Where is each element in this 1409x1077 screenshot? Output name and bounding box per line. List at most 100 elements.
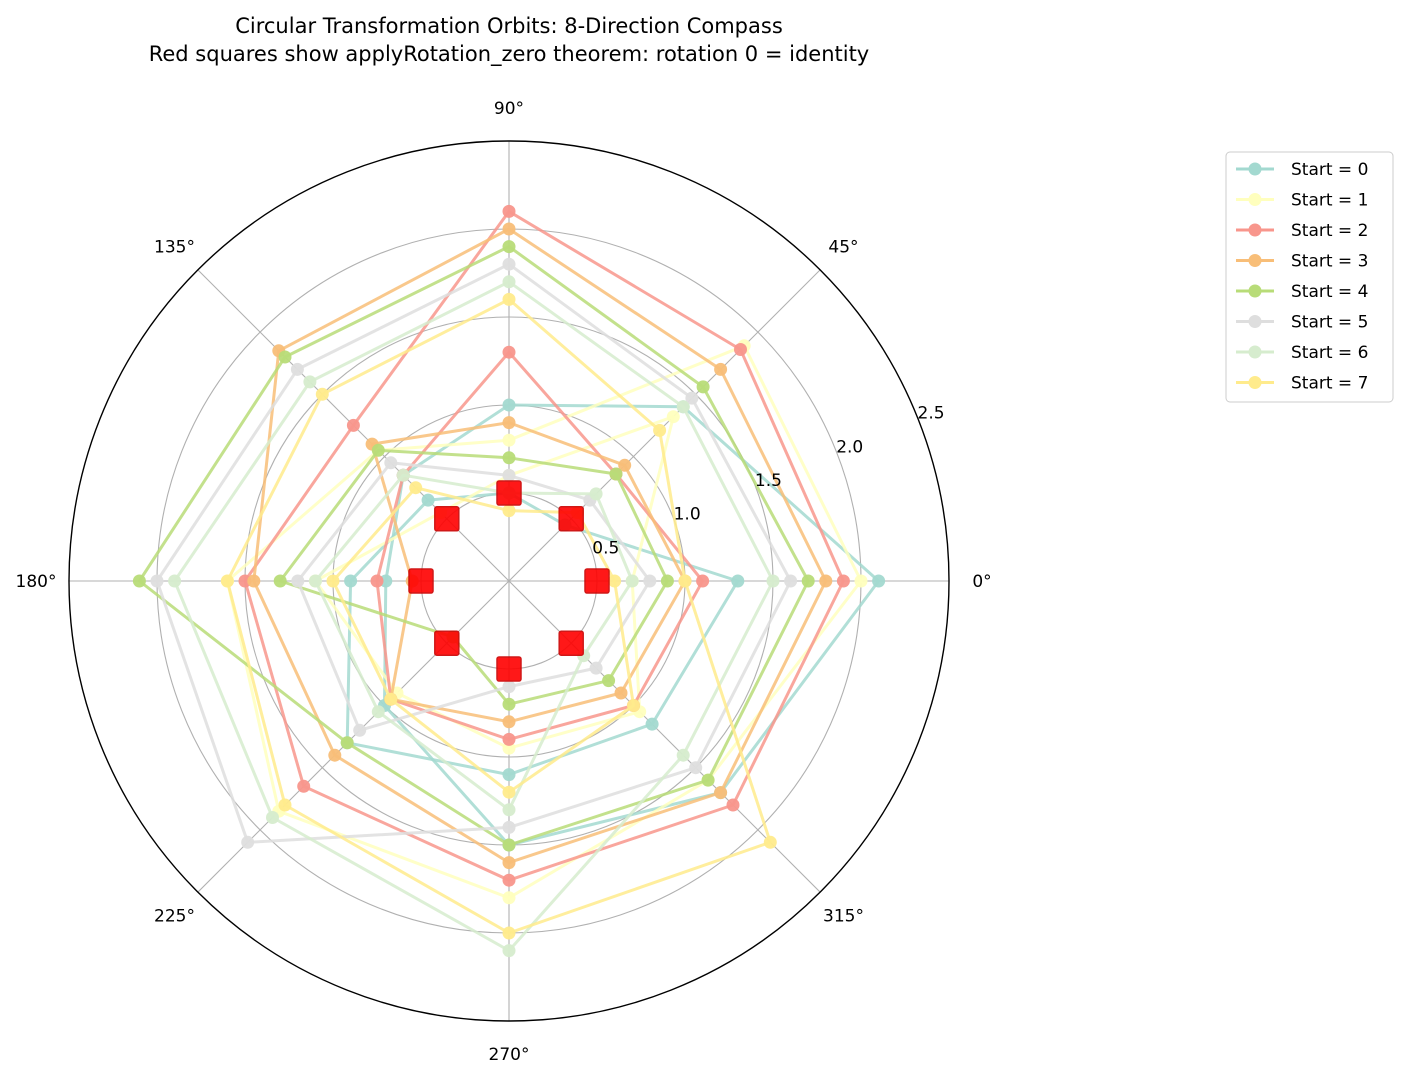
polar-grid (68, 140, 950, 1022)
orbit-point-7-0-3 (315, 387, 329, 401)
orbit-point-3-1-1 (618, 458, 632, 472)
orbit-point-4-0-0 (801, 574, 815, 588)
orbit-point-2-0-3 (346, 418, 360, 432)
orbit-point-6-0-4 (168, 574, 182, 588)
orbit-point-4-1-0 (660, 574, 674, 588)
identity-marker-4 (408, 568, 434, 594)
legend-label-7: Start = 7 (1291, 374, 1368, 394)
orbit-point-6-1-4 (308, 574, 322, 588)
orbit-point-3-0-0 (819, 574, 833, 588)
legend-swatch-marker-3 (1248, 254, 1262, 267)
legend: Start = 0 Start = 1 Start = 2 Start = 3 Star… (1225, 151, 1394, 403)
orbit-point-4-0-5 (340, 736, 354, 750)
orbit-point-2-1-0 (696, 574, 710, 588)
legend-label-3: Start = 3 (1291, 252, 1368, 272)
angle-tick-label-6: 270° (489, 1045, 530, 1065)
orbit-point-6-0-1 (676, 400, 690, 414)
angle-tick-label-0: 0° (972, 572, 991, 592)
orbit-point-4-1-2 (502, 451, 516, 465)
orbit-point-5-1-2 (502, 468, 516, 482)
orbit-point-6-0-0 (766, 574, 780, 588)
orbit-point-7-0-0 (678, 574, 692, 588)
radial-tick-label-1: 1.0 (674, 505, 701, 525)
orbit-point-1-0-0 (854, 574, 868, 588)
identity-marker-7 (558, 630, 584, 656)
orbit-point-3-0-7 (714, 786, 728, 800)
identity-marker-6 (496, 656, 522, 682)
orbit-point-7-1-7 (627, 699, 640, 712)
orbit-point-7-1-6 (502, 785, 516, 799)
orbit-point-2-1-4 (370, 574, 384, 588)
orbit-point-4-1-6 (502, 697, 516, 711)
orbit-point-7-1-0 (608, 574, 622, 588)
orbit-point-2-0-5 (297, 779, 311, 793)
orbit-point-5-0-4 (150, 574, 164, 588)
orbit-point-6-0-7 (676, 748, 690, 762)
orbit-point-6-0-6 (502, 944, 516, 958)
orbit-point-0-1-0 (731, 574, 745, 588)
orbit-point-0-1-4 (344, 574, 358, 588)
orbit-point-7-0-1 (653, 423, 667, 437)
orbit-point-3-1-2 (502, 416, 516, 430)
orbit-point-5-1-3 (384, 456, 398, 470)
legend-swatch-marker-4 (1248, 284, 1262, 298)
orbit-point-6-0-5 (266, 811, 279, 824)
identity-marker-3 (434, 506, 460, 532)
orbit-point-5-1-0 (643, 574, 657, 588)
orbit-point-5-1-5 (353, 723, 367, 737)
orbit-point-1-0-2 (502, 433, 516, 447)
orbit-point-2-1-2 (502, 345, 516, 359)
orbit-point-5-0-3 (290, 362, 304, 376)
orbit-point-6-1-3 (396, 468, 410, 482)
series-start-7 (220, 292, 777, 940)
angle-tick-label-4: 180° (16, 572, 57, 592)
angle-tick-label-2: 90° (494, 99, 524, 119)
orbit-point-5-0-7 (689, 761, 703, 775)
orbit-point-2-0-0 (836, 574, 850, 588)
legend-label-4: Start = 4 (1291, 282, 1368, 302)
orbit-point-7-0-6 (502, 926, 516, 940)
legend-label-0: Start = 0 (1291, 160, 1368, 180)
orbit-point-4-0-7 (701, 773, 715, 787)
orbit-point-7-0-5 (278, 798, 292, 812)
chart-title-line-2: Red squares show applyRotation_zero theo… (149, 42, 870, 67)
orbit-point-2-1-6 (502, 732, 516, 746)
orbit-point-5-0-1 (685, 391, 699, 405)
legend-label-5: Start = 5 (1291, 313, 1368, 333)
legend-frame (1225, 151, 1394, 403)
angle-tick-label-1: 45° (828, 238, 858, 258)
orbit-point-4-0-3 (278, 350, 292, 364)
orbit-point-0-1-7 (645, 717, 659, 731)
orbit-point-0-1-6 (502, 768, 516, 782)
legend-swatch-marker-7 (1248, 376, 1262, 389)
orbit-point-4-0-2 (502, 240, 516, 254)
orbit-point-7-1-3 (409, 481, 423, 495)
orbit-point-5-1-7 (589, 661, 603, 675)
orbit-point-5-0-0 (784, 574, 798, 588)
identity-markers (408, 480, 610, 682)
series-start-6 (168, 275, 780, 958)
chart-title-line-1: Circular Transformation Orbits: 8-Direct… (235, 14, 783, 38)
orbit-point-6-1-0 (625, 574, 639, 588)
tick-labels: 0° 45° 90° 135° 180° 225° 270° 315° 0.5 1.0 1.5 2.0… (16, 99, 992, 1065)
series-start-2 (238, 204, 850, 887)
orbit-point-3-0-6 (502, 856, 516, 870)
identity-marker-5 (434, 630, 460, 656)
orbit-point-7-1-4 (326, 574, 340, 588)
orbit-point-2-0-1 (734, 343, 747, 356)
identity-marker-1 (558, 506, 584, 532)
orbit-point-4-1-1 (609, 467, 623, 481)
legend-swatch-marker-5 (1248, 315, 1262, 328)
orbit-point-7-1-5 (384, 692, 398, 706)
orbit-point-2-0-2 (502, 204, 516, 218)
orbit-point-6-1-5 (371, 705, 385, 719)
legend-label-2: Start = 2 (1291, 221, 1368, 241)
legend-swatch-marker-1 (1248, 193, 1262, 206)
orbit-point-6-0-2 (502, 275, 516, 289)
legend-swatch-marker-6 (1248, 345, 1262, 359)
orbit-point-6-1-6 (502, 803, 516, 817)
orbit-point-3-0-2 (502, 222, 516, 236)
identity-marker-2 (496, 480, 522, 506)
orbit-point-7-0-2 (502, 292, 516, 306)
